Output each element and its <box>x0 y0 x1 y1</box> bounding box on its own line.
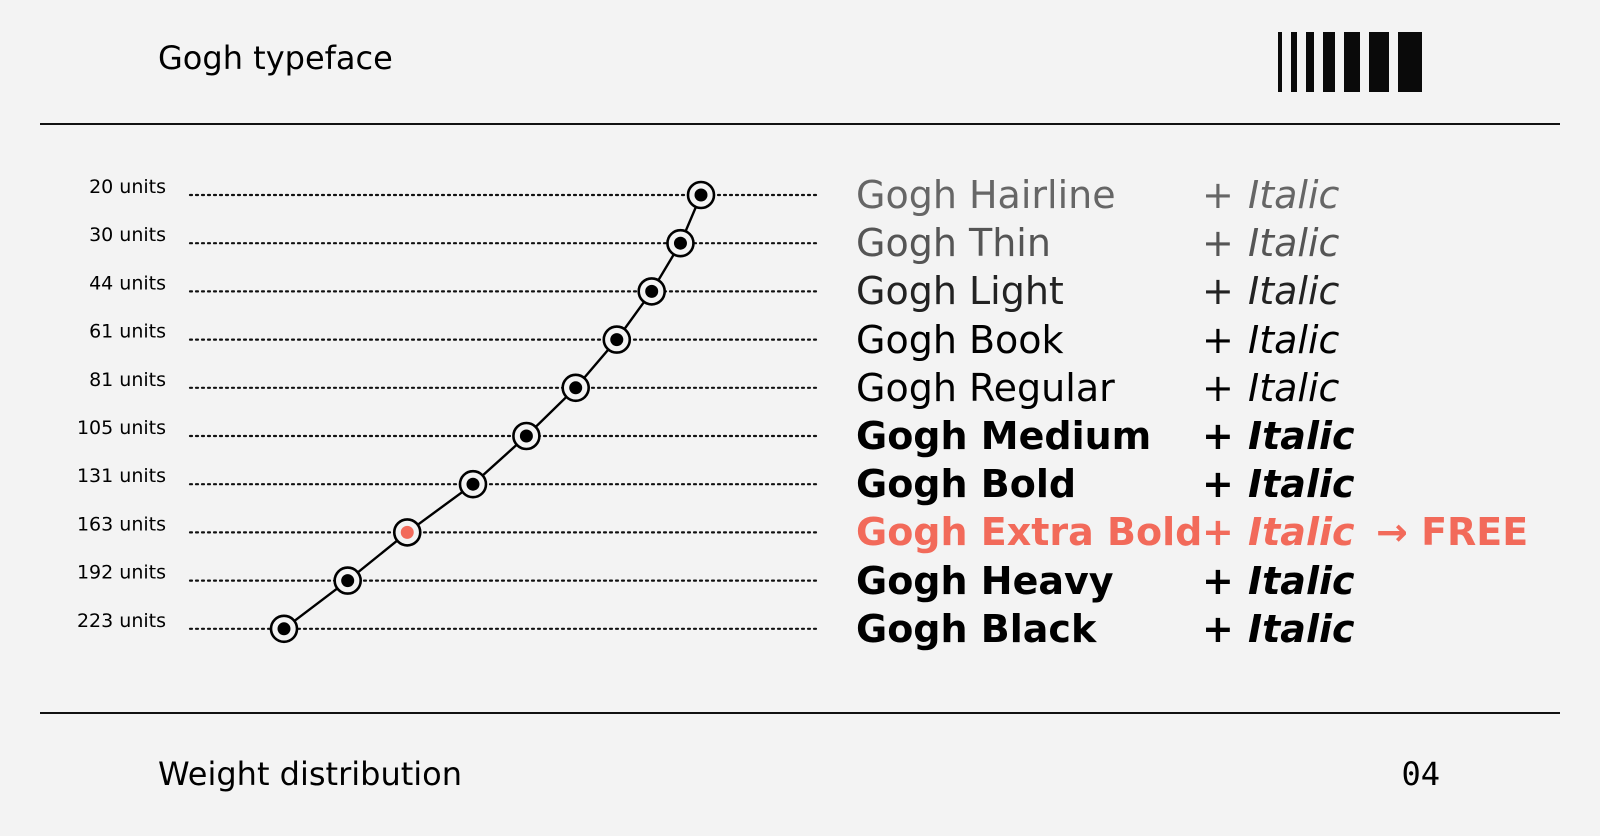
data-point <box>341 574 355 588</box>
unit-label: 192 units <box>77 562 166 584</box>
data-point <box>694 188 708 202</box>
style-plus: + <box>1202 462 1234 507</box>
style-italic: Italic <box>1248 558 1355 603</box>
footer-title: Weight distribution <box>158 755 463 793</box>
data-point <box>519 429 533 443</box>
data-point <box>466 477 480 491</box>
style-italic: Italic <box>1248 317 1340 362</box>
style-plus: + <box>1202 558 1234 603</box>
unit-label: 20 units <box>89 176 166 198</box>
header-title: Gogh typeface <box>158 39 393 77</box>
free-label: → FREE <box>1376 510 1529 555</box>
style-plus: + <box>1202 317 1234 362</box>
data-point-highlight <box>400 525 414 539</box>
unit-label: 30 units <box>89 224 166 246</box>
style-italic: Italic <box>1248 462 1355 507</box>
style-name: Gogh Thin <box>856 221 1051 266</box>
unit-label: 163 units <box>77 513 166 535</box>
unit-label: 105 units <box>77 417 166 439</box>
style-italic: Italic <box>1248 606 1355 651</box>
unit-label: 223 units <box>77 610 166 632</box>
style-italic: Italic <box>1248 365 1340 410</box>
style-plus: + <box>1202 221 1234 266</box>
data-point <box>277 622 291 636</box>
weight-distribution-chart: 20 units 30 units 44 units 61 units 81 units… <box>77 176 820 644</box>
unit-label: 131 units <box>77 465 166 487</box>
top-divider <box>40 123 1560 125</box>
style-italic: Italic <box>1248 221 1340 266</box>
style-name: Gogh Heavy <box>856 558 1114 603</box>
data-point <box>610 333 624 347</box>
unit-label: 61 units <box>89 321 166 343</box>
style-plus: + <box>1202 414 1234 458</box>
style-name: Gogh Black <box>856 606 1097 651</box>
style-italic: Italic <box>1248 173 1340 217</box>
style-name: Gogh Hairline <box>856 173 1116 217</box>
style-plus: + <box>1202 606 1234 651</box>
style-name: Gogh Bold <box>856 462 1077 507</box>
page-number: 04 <box>1401 755 1440 793</box>
style-plus: + <box>1202 269 1234 314</box>
style-name: Gogh Book <box>856 317 1064 362</box>
style-name: Gogh Extra Bold <box>856 510 1203 555</box>
data-point <box>673 236 687 250</box>
style-italic: Italic <box>1248 269 1340 314</box>
style-name: Gogh Regular <box>856 365 1115 410</box>
style-name: Gogh Light <box>856 269 1064 314</box>
style-plus: + <box>1202 510 1234 555</box>
style-plus: + <box>1202 365 1234 410</box>
style-italic: Italic <box>1248 510 1355 555</box>
unit-label: 44 units <box>89 272 166 294</box>
unit-label: 81 units <box>89 369 166 391</box>
style-italic: Italic <box>1248 414 1355 458</box>
weight-curve-line <box>283 194 703 630</box>
data-point <box>569 381 583 395</box>
bottom-divider <box>40 712 1560 714</box>
barcode-logo <box>1278 32 1440 92</box>
data-point <box>645 284 659 298</box>
style-name: Gogh Medium <box>856 414 1152 458</box>
style-plus: + <box>1202 173 1234 217</box>
